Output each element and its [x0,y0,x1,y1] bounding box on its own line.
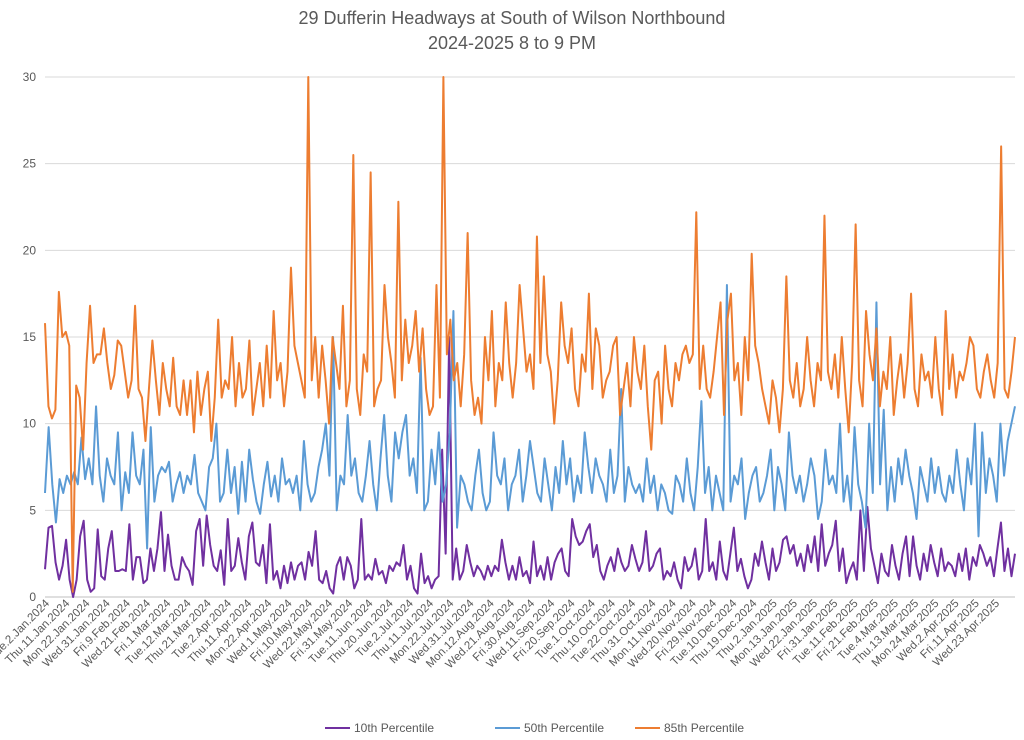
y-tick-label: 15 [23,330,37,344]
series-line-2 [44,284,1016,550]
y-tick-label: 20 [23,243,37,257]
y-tick-label: 25 [23,157,37,171]
chart-title: 29 Dufferin Headways at South of Wilson … [298,8,726,28]
y-tick-label: 5 [29,503,36,517]
series-line-1 [44,336,1016,598]
legend-label-1: 10th Percentile [354,721,434,735]
legend-label-3: 85th Percentile [664,721,744,735]
y-tick-label: 0 [29,590,36,604]
y-tick-label: 10 [23,417,37,431]
series-line-3 [44,76,1016,593]
chart-subtitle: 2024-2025 8 to 9 PM [427,33,597,53]
y-tick-label: 30 [23,70,37,84]
legend-label-2: 50th Percentile [524,721,604,735]
